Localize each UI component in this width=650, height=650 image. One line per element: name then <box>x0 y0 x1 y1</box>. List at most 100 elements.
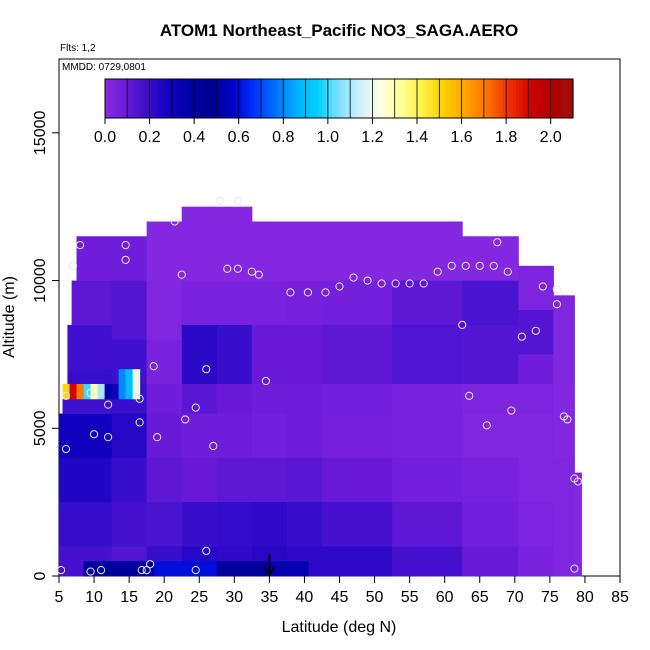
colorbar-segment <box>445 79 450 118</box>
flight-point <box>135 418 144 427</box>
colorbar-segment <box>215 79 220 118</box>
flight-point <box>493 238 502 247</box>
heatmap-cell <box>251 221 288 282</box>
heatmap-cell <box>181 383 218 415</box>
flight-point <box>191 565 200 575</box>
heatmap-cell <box>67 369 113 385</box>
colorbar-segment <box>349 79 353 118</box>
plot-area: MMDD: 0729,0801 0.0 0.2 0.4 0.6 0.8 1.0 1.2 1.4… <box>57 58 621 577</box>
heatmap-cell <box>216 413 253 459</box>
colorbar-segment <box>532 79 537 118</box>
colorbar-ticks: 0.0 0.2 0.4 0.6 0.8 1.0 1.2 1.4 1.6 1.8 2.0 <box>94 78 574 146</box>
colorbar-segment <box>542 79 547 118</box>
colorbar-segment <box>308 79 313 118</box>
colorbar-segment <box>135 79 140 118</box>
colorbar-tick-label: 0.8 <box>272 129 294 146</box>
flight-point <box>482 421 491 430</box>
flight-point <box>570 564 579 573</box>
flight-point <box>68 261 78 270</box>
colorbar-segment <box>489 79 494 118</box>
chart-title: ATOM1 Northeast_Pacific NO3_SAGA.AERO <box>160 21 518 40</box>
x-tick-label: 60 <box>436 589 454 606</box>
heatmap-cell <box>181 280 218 326</box>
colorbar-segment <box>405 79 410 118</box>
colorbar-segment <box>339 79 343 118</box>
colorbar-segment <box>496 79 501 118</box>
colorbar-segment <box>295 79 300 118</box>
colorbar-segment <box>131 79 136 118</box>
flight-point <box>137 565 146 575</box>
heatmap-cell <box>286 383 323 415</box>
x-axis-label: Latitude (deg N) <box>282 619 397 636</box>
heatmap-cell <box>462 457 519 503</box>
flight-point <box>86 388 95 397</box>
colorbar-segment <box>288 79 293 118</box>
heatmap-cell <box>251 383 288 415</box>
colorbar-segment <box>111 79 116 118</box>
heatmap-cell <box>321 502 393 547</box>
colorbar-segment <box>562 79 567 118</box>
colorbar-segment <box>262 79 267 118</box>
heatmap-cell <box>392 280 463 326</box>
colorbar-segment <box>188 79 193 118</box>
colorbar-segment <box>195 79 200 118</box>
flight-point <box>247 267 256 276</box>
flight-point <box>335 282 344 291</box>
colorbar-segment <box>108 79 113 118</box>
colorbar-segment <box>305 79 310 118</box>
flight-point <box>103 433 113 442</box>
y-axis: 0 5000 10000 15000 <box>32 111 59 580</box>
heatmap-cell <box>111 457 148 503</box>
flight-point <box>61 391 71 400</box>
heatmap-cell <box>251 324 288 385</box>
colorbar-segment <box>506 79 511 118</box>
heatmap-cell <box>392 221 463 282</box>
flight-point <box>121 241 130 250</box>
flight-point <box>433 267 442 276</box>
colorbar-segment <box>399 79 404 118</box>
colorbar-segment <box>456 79 460 118</box>
colorbar-segment <box>328 79 333 118</box>
heatmap-cell <box>392 324 463 385</box>
x-axis: 5 10 15 20 25 30 35 40 45 50 55 60 65 70 75 80 85 <box>55 576 629 606</box>
heatmap-cell <box>146 280 183 341</box>
flights-label: Flts: 1,2 <box>60 43 96 54</box>
colorbar-segment <box>302 79 307 118</box>
colorbar-segment <box>425 79 430 118</box>
x-tick-label: 80 <box>576 589 594 606</box>
heatmap-cell <box>146 502 183 547</box>
flight-point <box>303 288 313 297</box>
heatmap-cell <box>251 502 288 547</box>
colorbar-segment <box>145 79 150 118</box>
colorbar-segment <box>282 79 287 118</box>
heatmap-highlight-cell <box>265 561 309 577</box>
colorbar-segment <box>415 79 420 118</box>
colorbar-segment <box>312 79 317 118</box>
flight-point <box>153 433 162 442</box>
colorbar-segment <box>382 79 387 118</box>
flight-point <box>149 362 158 371</box>
flight-point <box>419 279 428 288</box>
heatmap-cell <box>518 354 554 385</box>
colorbar-segment <box>549 79 554 118</box>
colorbar-segment <box>359 79 363 118</box>
heatmap-highlight-cell <box>153 561 218 577</box>
x-tick-label: 30 <box>225 589 243 606</box>
colorbar-tick-label: 0.4 <box>183 129 205 146</box>
heatmap-cell <box>76 236 113 282</box>
heatmap-cell <box>392 546 463 577</box>
colorbar-segment <box>546 79 551 118</box>
colorbar-tick-label: 1.2 <box>361 129 383 146</box>
x-tick-label: 50 <box>366 589 384 606</box>
colorbar-segment <box>232 79 236 118</box>
heatmap-cell <box>518 457 554 503</box>
flight-point <box>377 279 386 288</box>
flight-point <box>517 332 526 341</box>
heatmap-cell <box>59 413 113 459</box>
heatmap-highlight-cell <box>76 383 85 400</box>
colorbar-segment <box>315 79 320 118</box>
colorbar-segment <box>372 79 377 118</box>
colorbar-segment <box>248 79 253 118</box>
colorbar-segment <box>155 79 160 118</box>
colorbar-segment <box>435 79 440 118</box>
